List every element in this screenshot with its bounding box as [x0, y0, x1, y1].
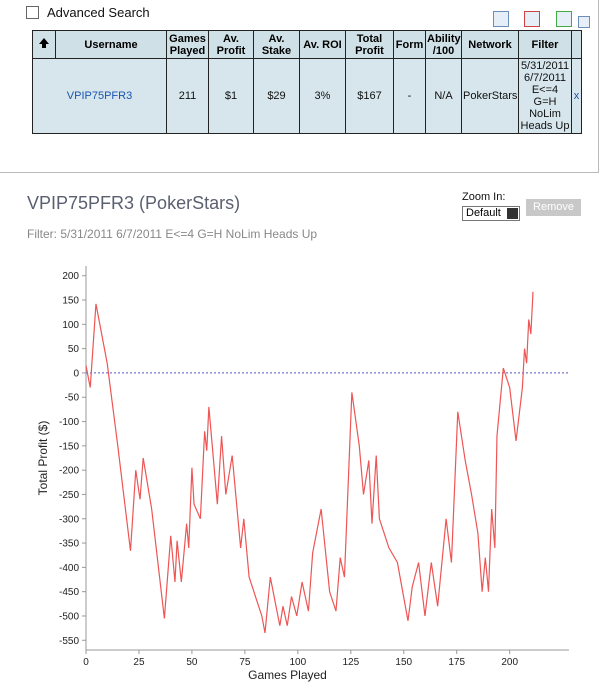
x-tick-label: 175 [448, 657, 465, 668]
x-tick-label: 50 [186, 657, 198, 668]
data-row: VPIP75PFR3 211 $1 $29 3% $167 - N/A Poke… [32, 58, 582, 134]
sort-icon[interactable] [32, 30, 56, 59]
zoom-select[interactable]: Default [462, 206, 520, 221]
cell: 5/31/2011 6/7/2011 E<=4 G=H NoLim Heads … [518, 58, 572, 134]
cell: $1 [208, 58, 254, 134]
x-tick-label: 100 [289, 657, 306, 668]
cell: N/A [425, 58, 462, 134]
y-tick-label: -150 [59, 441, 79, 452]
x-tick-label: 75 [239, 657, 251, 668]
y-tick-label: 150 [62, 296, 79, 307]
header[interactable]: Username [55, 30, 167, 59]
remove-link[interactable]: x [571, 58, 582, 134]
header[interactable]: Network [461, 30, 519, 59]
y-tick-label: -350 [59, 539, 79, 550]
y-tick-label: -50 [65, 393, 80, 404]
refresh-icon[interactable] [556, 11, 572, 27]
header[interactable]: Form [393, 30, 426, 59]
advanced-search[interactable]: Advanced Search [26, 5, 150, 20]
sort-arrow [39, 38, 49, 48]
y-tick-label: -100 [59, 417, 79, 428]
profit-line [85, 291, 534, 634]
zoom-value: Default [466, 207, 501, 219]
x-axis-label: Games Played [248, 668, 327, 682]
popout-icon[interactable] [578, 16, 590, 28]
advanced-search-label: Advanced Search [47, 5, 150, 20]
cell: $29 [253, 58, 300, 134]
y-tick-label: -450 [59, 587, 79, 598]
remove-button[interactable]: Remove [526, 199, 581, 216]
header[interactable]: Av. Profit [208, 30, 254, 59]
y-tick-label: 200 [62, 271, 79, 282]
header-row: Username Games Played Av. Profit Av. Sta… [32, 30, 582, 59]
x-tick-label: 25 [133, 657, 145, 668]
results-table: Username Games Played Av. Profit Av. Sta… [32, 30, 582, 134]
x-tick-label: 150 [395, 657, 412, 668]
y-tick-label: -500 [59, 611, 79, 622]
y-tick-label: 100 [62, 320, 79, 331]
y-tick-label: -550 [59, 636, 79, 647]
separator [598, 0, 599, 173]
checkbox[interactable] [26, 6, 39, 19]
cell: PokerStars [461, 58, 519, 134]
chart-title: VPIP75PFR3 (PokerStars) [27, 193, 240, 213]
x-tick-label: 125 [342, 657, 359, 668]
y-tick-label: -400 [59, 563, 79, 574]
y-tick-label: 0 [73, 368, 79, 379]
header[interactable]: Av. Stake [253, 30, 300, 59]
chart: VPIP75PFR3 (PokerStars) Filter: 5/31/201… [27, 193, 569, 682]
header[interactable]: Games Played [166, 30, 209, 59]
y-tick-label: 50 [68, 344, 80, 355]
header[interactable]: Filter [518, 30, 572, 59]
y-tick-label: -200 [59, 466, 79, 477]
cell: 3% [299, 58, 346, 134]
cell: 211 [166, 58, 209, 134]
chart-subtitle: Filter: 5/31/2011 6/7/2011 E<=4 G=H NoLi… [27, 227, 317, 241]
header[interactable]: Av. ROI [299, 30, 346, 59]
separator [0, 172, 598, 173]
y-tick-label: -300 [59, 514, 79, 525]
username[interactable]: VPIP75PFR3 [32, 58, 167, 134]
header[interactable]: Total Profit [345, 30, 394, 59]
dropdown-arrow [507, 208, 518, 219]
y-tick-label: -250 [59, 490, 79, 501]
header-blank [571, 30, 582, 59]
export-icon[interactable] [493, 11, 509, 27]
cell: $167 [345, 58, 394, 134]
delete-icon[interactable] [524, 11, 540, 27]
x-tick-label: 0 [83, 657, 89, 668]
zoom-label: Zoom In: [462, 191, 506, 203]
cell: - [393, 58, 426, 134]
header[interactable]: Ability /100 [425, 30, 462, 59]
y-axis-label: Total Profit ($) [36, 421, 50, 496]
x-tick-label: 200 [501, 657, 518, 668]
